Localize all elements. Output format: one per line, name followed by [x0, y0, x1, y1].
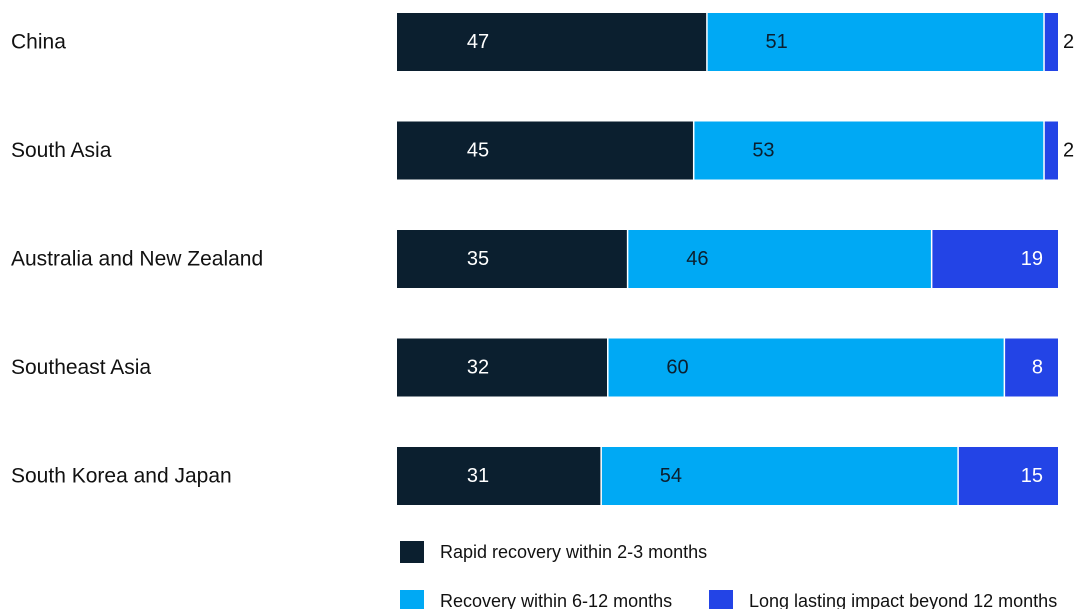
- data-label-australia-and-new-zealand-series-3: 19: [1021, 248, 1043, 270]
- bar-segment-south-asia-series-2: [694, 121, 1044, 180]
- bar-segment-southeast-asia-series-1: [397, 338, 608, 397]
- data-label-south-korea-and-japan-series-3: 15: [1021, 465, 1043, 487]
- category-label-southeast-asia: Southeast Asia: [11, 356, 151, 379]
- bar-segment-china-series-2: [707, 13, 1044, 71]
- bar-segment-china-series-1: [397, 13, 707, 71]
- data-label-southeast-asia-series-3: 8: [1032, 357, 1043, 379]
- category-label-china: China: [11, 31, 66, 54]
- legend-swatch-series-1: [400, 541, 424, 563]
- bar-segment-southeast-asia-series-3: [1005, 338, 1058, 397]
- bar-segment-australia-and-new-zealand-series-1: [397, 230, 627, 288]
- data-label-china-series-2: 51: [766, 31, 788, 53]
- category-label-south-korea-and-japan: South Korea and Japan: [11, 465, 232, 488]
- legend-swatch-series-3: [709, 590, 733, 609]
- data-label-south-korea-and-japan-series-2: 54: [660, 465, 682, 487]
- bar-segment-china-series-3: [1044, 13, 1058, 71]
- legend-swatch-series-2: [400, 590, 424, 609]
- bar-segment-australia-and-new-zealand-series-2: [628, 230, 931, 288]
- bar-segment-south-korea-and-japan-series-1: [397, 447, 601, 505]
- category-label-australia-and-new-zealand: Australia and New Zealand: [11, 248, 263, 271]
- bars-layer: 47 51 2 45 53 2 35 46 19 32 60 8 31 54 15: [397, 13, 1074, 505]
- data-label-china-series-3: 2: [1063, 31, 1074, 53]
- data-label-south-asia-series-1: 45: [467, 140, 489, 162]
- legend-label-series-1: Rapid recovery within 2-3 months: [440, 542, 707, 562]
- legend-label-series-3: Long lasting impact beyond 12 months: [749, 591, 1057, 609]
- data-label-australia-and-new-zealand-series-2: 46: [686, 248, 708, 270]
- bar-segment-south-asia-series-3: [1044, 121, 1058, 180]
- category-labels: China South Asia Australia and New Zealand…: [11, 31, 263, 488]
- bar-segment-southeast-asia-series-2: [608, 338, 1004, 397]
- legend: Rapid recovery within 2-3 months Recovery…: [400, 541, 1057, 609]
- bar-segment-australia-and-new-zealand-series-3: [932, 230, 1058, 288]
- data-label-southeast-asia-series-1: 32: [467, 357, 489, 379]
- bar-segment-south-korea-and-japan-series-3: [958, 447, 1058, 505]
- bar-segment-south-korea-and-japan-series-2: [601, 447, 958, 505]
- data-label-china-series-1: 47: [467, 31, 489, 53]
- category-label-south-asia: South Asia: [11, 139, 112, 162]
- data-label-south-korea-and-japan-series-1: 31: [467, 465, 489, 487]
- data-label-southeast-asia-series-2: 60: [666, 357, 688, 379]
- legend-label-series-2: Recovery within 6-12 months: [440, 591, 672, 609]
- data-label-australia-and-new-zealand-series-1: 35: [467, 248, 489, 270]
- data-label-south-asia-series-3: 2: [1063, 140, 1074, 162]
- bar-segment-south-asia-series-1: [397, 121, 693, 180]
- data-label-south-asia-series-2: 53: [752, 140, 774, 162]
